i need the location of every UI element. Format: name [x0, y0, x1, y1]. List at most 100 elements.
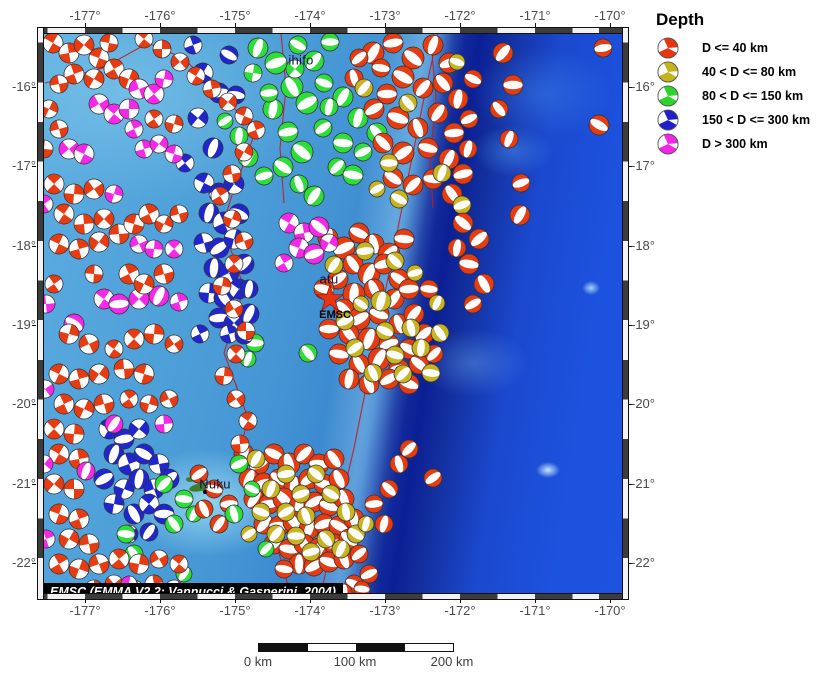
- focal-mechanism: [63, 63, 85, 85]
- focal-mechanism: [393, 228, 415, 250]
- focal-mechanism: [133, 363, 155, 385]
- focal-mechanism: [49, 74, 69, 94]
- focal-mechanism: [187, 107, 209, 129]
- axis-tick: [310, 23, 311, 27]
- focal-mechanism: [190, 324, 210, 344]
- focal-mechanism: [401, 318, 421, 338]
- focal-mechanism: [588, 114, 610, 136]
- focal-mechanism: [389, 189, 409, 209]
- emsc-station-label: EMSC: [319, 309, 351, 321]
- focal-mechanism: [372, 132, 394, 154]
- axis-tick: [535, 23, 536, 27]
- focal-mechanism: [285, 59, 305, 79]
- focal-mechanism: [342, 164, 364, 186]
- focal-mechanism: [489, 99, 509, 119]
- axis-label-top: -172°: [444, 8, 476, 23]
- focal-mechanism: [117, 452, 141, 476]
- focal-mechanism: [246, 120, 266, 140]
- focal-mechanism: [314, 73, 334, 93]
- focal-mechanism: [332, 236, 356, 260]
- focal-mechanism: [43, 294, 56, 314]
- focal-mechanism: [290, 140, 314, 164]
- focal-mechanism: [332, 132, 354, 154]
- focal-mechanism: [374, 514, 394, 534]
- focal-mechanism: [128, 418, 150, 440]
- axis-label-right: -19°: [631, 316, 655, 332]
- legend-item-label: 150 < D <= 300 km: [702, 113, 811, 127]
- axis-label-top: -170°: [594, 8, 626, 23]
- focal-mechanism: [298, 343, 318, 363]
- scale-bar: [258, 643, 454, 652]
- focal-mechanism: [104, 414, 124, 434]
- legend-title: Depth: [656, 10, 705, 29]
- focal-mechanism: [224, 504, 244, 524]
- focal-mechanism: [222, 164, 242, 184]
- focal-mechanism: [68, 558, 90, 580]
- focal-mechanism: [375, 321, 395, 341]
- focal-mechanism: [427, 102, 449, 124]
- focal-mechanism: [452, 212, 474, 234]
- focal-mechanism: [458, 139, 478, 159]
- focal-mechanism: [226, 344, 246, 364]
- focal-mechanism: [63, 478, 85, 500]
- focal-mechanism: [43, 99, 59, 119]
- focal-mechanism: [443, 122, 465, 144]
- focal-mechanism: [303, 50, 325, 72]
- focal-mechanism: [349, 48, 369, 68]
- focal-mechanism: [382, 167, 404, 189]
- axis-tick: [460, 599, 461, 603]
- legend-item: 40 < D <= 80 km: [648, 60, 810, 84]
- focal-mechanism: [276, 464, 296, 484]
- focal-mechanism: [103, 103, 125, 125]
- axis-label-left: -21°: [12, 475, 36, 491]
- credit-text: EMSC (EMMA V2.2; Vannucci & Gasperini, 2…: [50, 585, 336, 593]
- legend-item: 150 < D <= 300 km: [648, 108, 810, 132]
- focal-mechanism: [159, 389, 179, 409]
- axis-tick: [610, 599, 611, 603]
- focal-mechanism: [354, 78, 374, 98]
- focal-mechanism: [103, 493, 125, 515]
- axis-tick: [32, 166, 36, 168]
- focal-mechanism: [234, 142, 254, 162]
- focal-mechanism: [154, 69, 174, 89]
- focal-mechanism: [93, 468, 115, 490]
- focal-mechanism: [324, 255, 344, 275]
- focal-mechanism: [288, 553, 310, 575]
- focal-mechanism: [417, 137, 439, 159]
- legend-item-label: D > 300 km: [702, 137, 768, 151]
- focal-mechanism: [164, 239, 184, 259]
- axis-tick: [160, 599, 161, 603]
- focal-mechanism: [243, 63, 263, 83]
- focal-mechanism: [345, 338, 365, 358]
- axis-tick: [628, 166, 632, 168]
- focal-mechanism: [368, 180, 386, 198]
- axis-label-top: -173°: [369, 8, 401, 23]
- focal-mechanism: [164, 334, 184, 354]
- focal-mechanism: [108, 293, 130, 315]
- focal-mechanism: [222, 209, 242, 229]
- focal-mechanism: [154, 474, 174, 494]
- depth-beachball-icon: [657, 85, 679, 107]
- focal-mechanism: [452, 195, 472, 215]
- focal-mechanism: [224, 299, 244, 319]
- focal-mechanism: [463, 294, 483, 314]
- focal-mechanism: [118, 98, 140, 120]
- focal-mechanism: [473, 273, 495, 295]
- focal-mechanism: [421, 363, 441, 383]
- axis-tick: [628, 404, 632, 406]
- focal-mechanism: [214, 366, 234, 386]
- focal-mechanism: [289, 174, 309, 194]
- axis-tick: [32, 87, 36, 88]
- focal-mechanism: [593, 38, 613, 58]
- scale-bar-segment: [356, 644, 405, 651]
- axis-label-bottom: -177°: [69, 603, 101, 618]
- legend-item-label: 40 < D <= 80 km: [702, 65, 797, 79]
- focal-mechanism: [411, 338, 431, 358]
- focal-mechanism: [288, 35, 308, 55]
- focal-mechanism: [323, 448, 345, 470]
- focal-mechanism: [262, 98, 284, 120]
- focal-mechanism: [291, 484, 311, 504]
- focal-mechanism: [328, 468, 350, 490]
- focal-mechanism: [123, 213, 145, 235]
